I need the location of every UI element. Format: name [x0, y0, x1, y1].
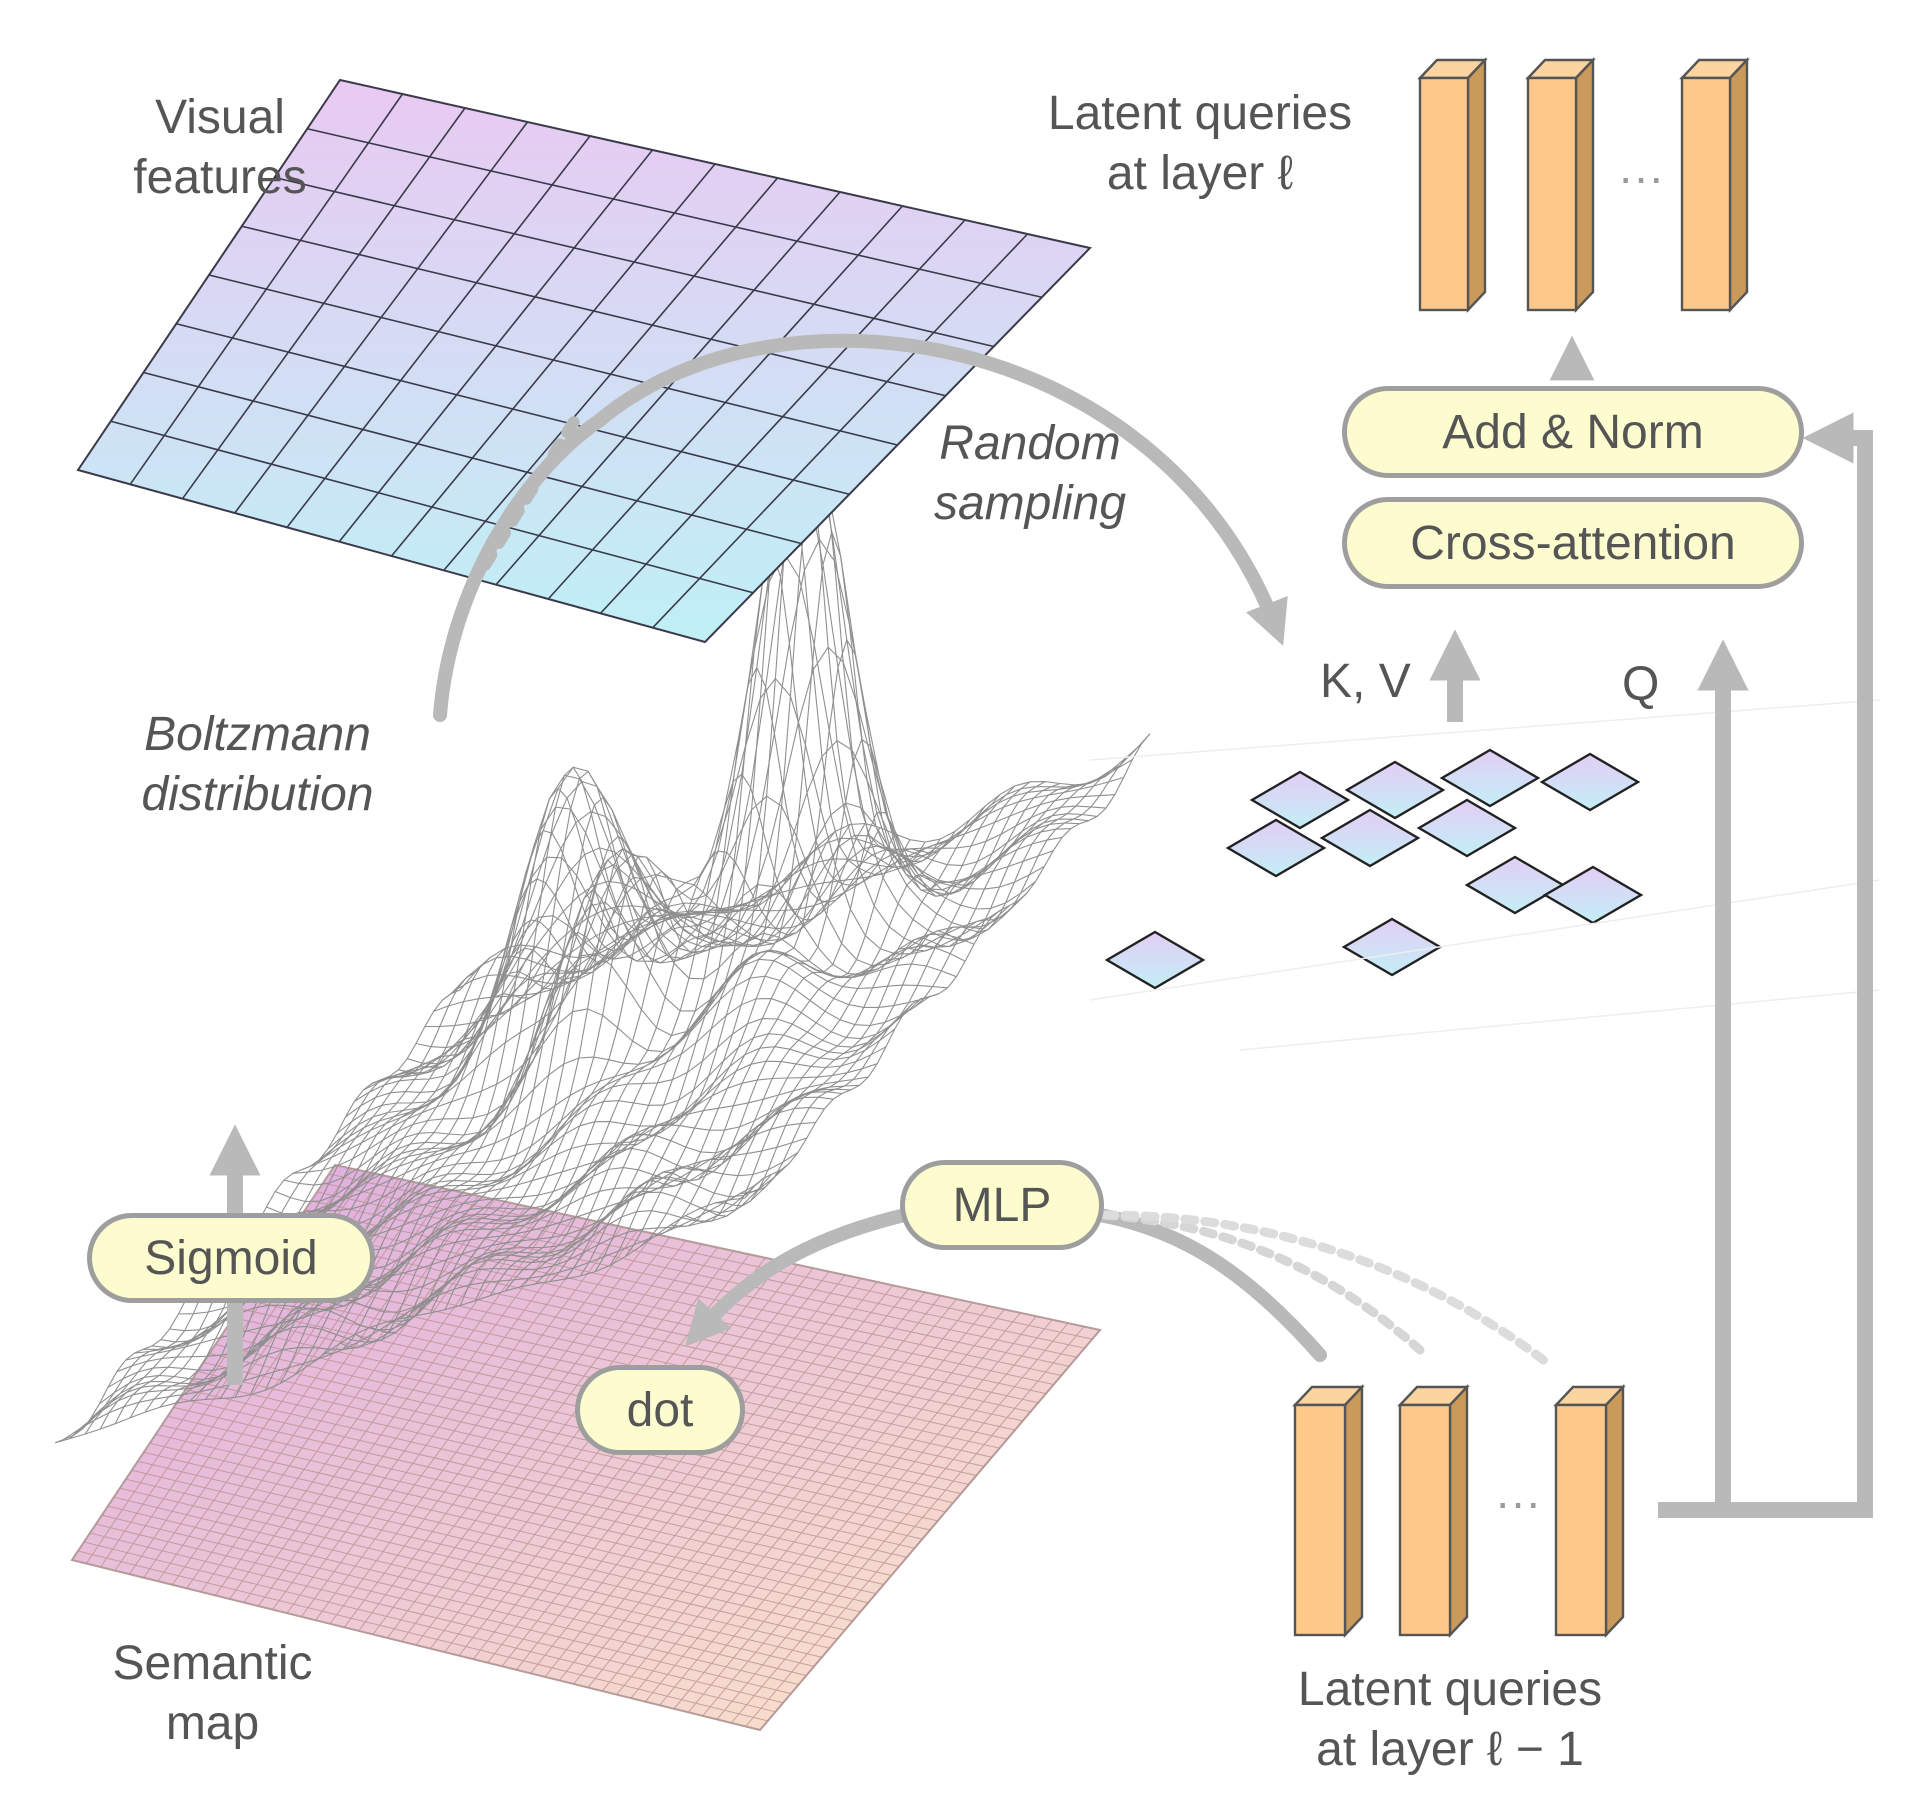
query-token-icon — [1397, 1383, 1470, 1639]
query-token-icon — [1525, 56, 1596, 314]
random-sampling-arrow — [433, 333, 1288, 722]
mlp-arrows — [685, 1208, 1555, 1370]
sampled-tile — [1225, 818, 1327, 878]
query-token-icon — [1292, 1383, 1365, 1639]
arrow-up-icon — [1720, 412, 1873, 1518]
sampled-tile — [1249, 770, 1351, 830]
sampled-tile — [1439, 748, 1541, 808]
latent-queries-bottom-label: Latent queries at layer ℓ − 1 — [1297, 1663, 1603, 1776]
cross-attention-block: Cross-attention — [1342, 497, 1804, 589]
sampled-feature-tiles — [1104, 748, 1644, 990]
sampled-tile — [1539, 752, 1641, 812]
sampled-tile — [1344, 760, 1446, 820]
sampled-tile — [1341, 917, 1443, 977]
sampled-tile — [1464, 855, 1566, 915]
mlp-block: MLP — [900, 1160, 1104, 1250]
semantic-map-plane — [70, 1163, 1102, 1732]
sampled-plane-guides — [1089, 699, 1881, 1051]
query-token-icon — [1417, 56, 1488, 314]
sampled-tile — [1104, 930, 1206, 990]
boltzmann-distribution-label: Boltzmann distribution — [141, 708, 374, 821]
random-sampling-label: Random sampling — [933, 417, 1127, 530]
ellipsis-bottom: ··· — [1495, 1476, 1541, 1528]
visual-features-plane — [76, 78, 1092, 644]
query-token-icon — [1679, 56, 1750, 314]
visual-features-label: Visual features — [133, 91, 307, 204]
ellipsis-top: ··· — [1618, 151, 1664, 203]
arrow-up-icon — [1658, 639, 1749, 1518]
sigmoid-block: Sigmoid — [87, 1213, 375, 1303]
q-label: Q — [1622, 658, 1660, 711]
latent-queries-top-label: Latent queries at layer ℓ — [1047, 87, 1353, 200]
flow-arrows — [209, 335, 1873, 1518]
sampled-tile — [1416, 798, 1518, 858]
semantic-map-label: Semantic map — [112, 1637, 313, 1750]
dot-block: dot — [575, 1365, 745, 1455]
sampled-tile — [1542, 865, 1644, 925]
add-norm-block: Add & Norm — [1342, 386, 1804, 478]
latent-query-tokens — [1292, 56, 1750, 1639]
query-token-icon — [1553, 1383, 1626, 1639]
sampled-tile — [1319, 808, 1421, 868]
kv-label: K, V — [1320, 655, 1411, 708]
